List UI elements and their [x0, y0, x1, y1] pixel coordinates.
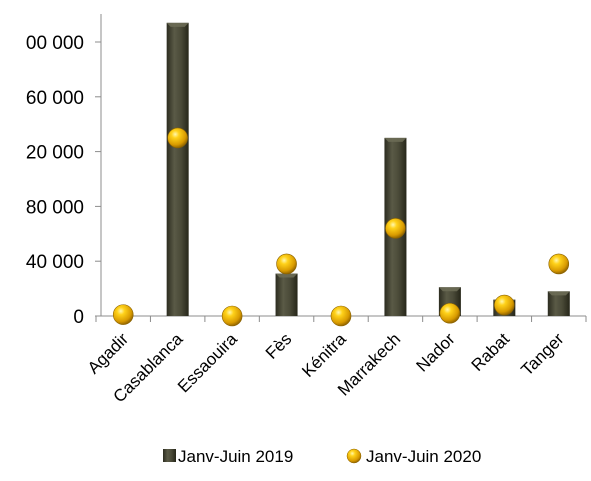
bar-top: [547, 291, 570, 296]
sphere-point: [439, 302, 461, 324]
bar-top: [275, 273, 298, 278]
x-tick-label: Tanger: [517, 329, 567, 379]
sphere-point: [167, 127, 188, 149]
legend-sphere-swatch: [346, 448, 362, 464]
ball-layer: [112, 127, 570, 327]
y-tick-label: 80 000: [26, 197, 84, 218]
bar-top: [438, 287, 461, 292]
legend-bar-swatch: [163, 449, 176, 462]
legend-label: Janv-Juin 2019: [178, 447, 293, 466]
y-tick-label: 00 000: [26, 33, 84, 54]
y-tick-label: 40 000: [26, 252, 84, 273]
legend: Janv-Juin 2019 Janv-Juin 2020: [163, 447, 481, 466]
sphere-point: [494, 294, 515, 316]
axis-layer: 0 40 000 80 000 20 000 60 000 00 000: [26, 14, 587, 328]
bar-top: [166, 22, 189, 27]
sphere-point: [548, 253, 570, 275]
x-tick-label: Fès: [262, 329, 295, 362]
sphere-point: [276, 253, 297, 275]
bar-layer: [166, 22, 570, 316]
bar: [166, 22, 189, 316]
bar-top: [384, 137, 407, 142]
legend-label: Janv-Juin 2020: [366, 447, 481, 466]
x-tick-label: Essaouira: [174, 329, 241, 396]
x-tick-label: Kénitra: [298, 329, 350, 381]
x-tick-label: Rabat: [468, 329, 514, 375]
sphere-point: [112, 304, 134, 325]
y-tick-label: 0: [73, 307, 84, 328]
x-tick-label: Nador: [413, 329, 459, 375]
sphere-point: [330, 305, 352, 327]
x-tick-label: Agadir: [84, 329, 132, 377]
y-tick-label: 20 000: [26, 143, 84, 164]
sphere-point: [221, 305, 243, 327]
sphere-point: [385, 218, 406, 239]
y-tick-label: 60 000: [26, 88, 84, 109]
bar: [275, 273, 298, 316]
bar: [547, 291, 570, 316]
